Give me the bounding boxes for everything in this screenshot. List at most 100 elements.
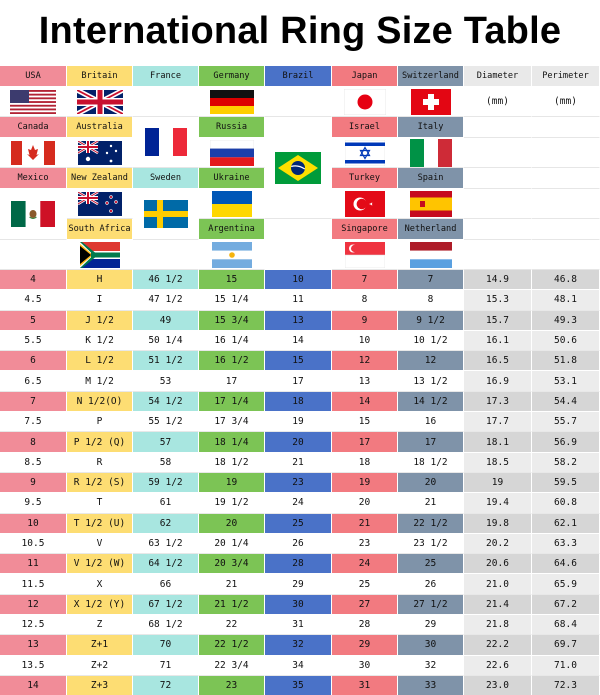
cell-switzerland: 23 1/2 [398, 533, 464, 555]
cell-diameter: 17.3 [464, 391, 532, 413]
cell-britain: V 1/2 (W) [67, 554, 133, 575]
cell-perimeter: 63.3 [532, 533, 600, 555]
cell-perimeter: 65.9 [532, 574, 600, 595]
brazil-flag [275, 151, 321, 184]
brazil-empty-cell [265, 87, 332, 117]
cell-germany: 16 1/4 [199, 330, 265, 352]
cell-perimeter: 46.8 [532, 270, 600, 291]
cell-usa: 11 [0, 554, 67, 575]
cell-usa: 9 [0, 472, 67, 494]
cell-diameter: 22.2 [464, 635, 532, 656]
header-new-zealand: New Zealand [67, 168, 133, 189]
cell-brazil: 18 [265, 391, 332, 413]
cell-britain: X [67, 574, 133, 595]
cell-germany: 15 [199, 270, 265, 291]
cell-germany: 16 1/2 [199, 351, 265, 372]
argentina-flag [211, 241, 252, 268]
cell-diameter: 18.1 [464, 432, 532, 453]
france-flag-cell [133, 117, 199, 168]
turkey-flag [344, 190, 385, 217]
britain-flag [76, 89, 123, 114]
cell-germany: 15 3/4 [199, 310, 265, 331]
cell-france: 55 1/2 [133, 412, 199, 433]
cell-germany: 19 [199, 472, 265, 494]
cell-britain: N 1/2(O) [67, 391, 133, 413]
header-britain: Britain [67, 66, 133, 87]
cell-brazil: 24 [265, 493, 332, 514]
cell-brazil: 30 [265, 594, 332, 616]
germany-flag-cell [199, 87, 265, 117]
cell-japan: 19 [332, 472, 398, 494]
ukraine-flag-cell [199, 189, 265, 219]
cell-brazil: 28 [265, 554, 332, 575]
cell-france: 66 [133, 574, 199, 595]
cell-britain: I [67, 290, 133, 311]
header-israel: Israel [332, 117, 398, 138]
cell-japan: 29 [332, 635, 398, 656]
cell-france: 53 [133, 371, 199, 392]
cell-japan: 14 [332, 391, 398, 413]
cell-diameter: 16.9 [464, 371, 532, 392]
cell-usa: 5 [0, 310, 67, 331]
argentina-flag-cell [199, 240, 265, 270]
cell-france: 72 [133, 675, 199, 695]
header-usa: USA [0, 66, 67, 87]
cell-brazil: 31 [265, 615, 332, 636]
cell-switzerland: 22 1/2 [398, 513, 464, 534]
header-south-africa: South Africa [67, 219, 133, 240]
cell-japan: 18 [332, 452, 398, 473]
cell-france: 50 1/4 [133, 330, 199, 352]
canada-flag [11, 140, 55, 165]
cell-switzerland: 14 1/2 [398, 391, 464, 413]
cell-brazil: 19 [265, 412, 332, 433]
header-france: France [133, 66, 199, 87]
blank-cell [532, 219, 600, 240]
cell-diameter: 20.6 [464, 554, 532, 575]
cell-france: 57 [133, 432, 199, 453]
cell-france: 62 [133, 513, 199, 534]
cell-germany: 22 1/2 [199, 635, 265, 656]
cell-usa: 7.5 [0, 412, 67, 433]
page-title: International Ring Size Table [38, 9, 562, 52]
cell-brazil: 14 [265, 330, 332, 352]
cell-brazil: 23 [265, 472, 332, 494]
blank-cell [532, 189, 600, 219]
header-diameter: Diameter [464, 66, 532, 87]
blank-cell [532, 168, 600, 189]
cell-japan: 9 [332, 310, 398, 331]
cell-usa: 5.5 [0, 330, 67, 352]
cell-britain: K 1/2 [67, 330, 133, 352]
cell-perimeter: 48.1 [532, 290, 600, 311]
perimeter-unit: (mm) [532, 87, 600, 117]
cell-diameter: 18.5 [464, 452, 532, 473]
cell-japan: 27 [332, 594, 398, 616]
cell-brazil: 17 [265, 371, 332, 392]
cell-perimeter: 58.2 [532, 452, 600, 473]
header-russia: Russia [199, 117, 265, 138]
cell-france: 54 1/2 [133, 391, 199, 413]
cell-brazil: 35 [265, 675, 332, 695]
france-flag [144, 128, 187, 156]
sweden-flag [143, 200, 188, 228]
cell-brazil: 26 [265, 533, 332, 555]
cell-switzerland: 26 [398, 574, 464, 595]
blank-cell [464, 138, 532, 168]
cell-usa: 4.5 [0, 290, 67, 311]
mexico-flag [11, 201, 55, 227]
cell-perimeter: 71.0 [532, 655, 600, 676]
header-perimeter: Perimeter [532, 66, 600, 87]
cell-diameter: 19.4 [464, 493, 532, 514]
cell-perimeter: 67.2 [532, 594, 600, 616]
cell-diameter: 21.8 [464, 615, 532, 636]
header-singapore: Singapore [332, 219, 398, 240]
cell-diameter: 16.5 [464, 351, 532, 372]
usa-flag-cell [0, 87, 67, 117]
cell-brazil: 25 [265, 513, 332, 534]
diameter-unit: (mm) [464, 87, 532, 117]
netherland-flag [409, 241, 452, 268]
italy-flag-cell [398, 138, 464, 168]
cell-switzerland: 33 [398, 675, 464, 695]
cell-britain: H [67, 270, 133, 291]
south-africa-flag-cell [67, 240, 133, 270]
cell-diameter: 16.1 [464, 330, 532, 352]
